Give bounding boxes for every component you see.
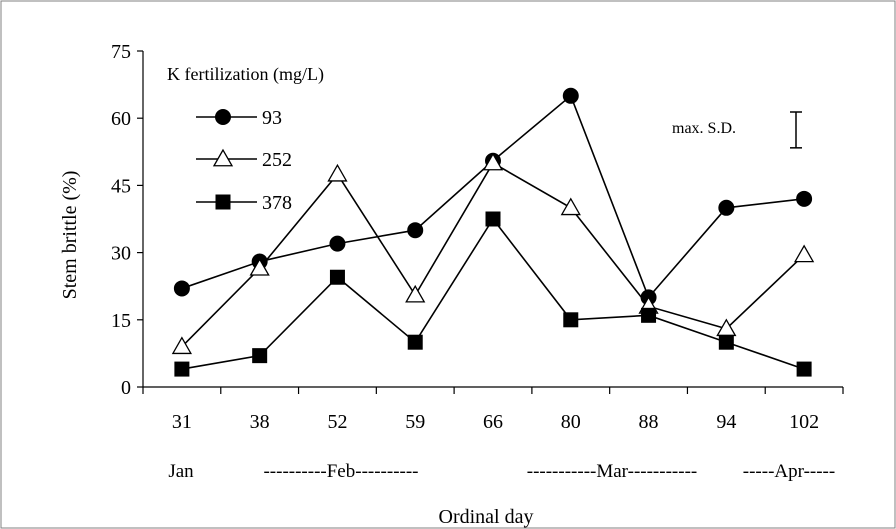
legend-item-background — [192, 103, 297, 129]
x-tick-label: 59 — [405, 411, 425, 433]
legend-marker — [215, 194, 231, 210]
month-label: Jan — [168, 461, 194, 482]
data-point-378 — [485, 211, 501, 227]
y-tick-label: 75 — [111, 41, 131, 63]
x-tick-label: 102 — [789, 411, 819, 433]
legend-marker — [212, 148, 234, 167]
legend-item-93: 93 — [192, 103, 297, 129]
y-tick-label: 15 — [111, 310, 131, 332]
legend-label: 378 — [262, 192, 292, 214]
data-point-93 — [796, 190, 813, 207]
data-point-378 — [329, 269, 345, 285]
y-tick-label: 45 — [111, 175, 131, 197]
data-point-93 — [562, 87, 579, 104]
month-labels: Jan ----------Feb---------- -----------Mar… — [168, 461, 835, 482]
data-point-252 — [793, 244, 815, 263]
y-tick-label: 0 — [121, 377, 131, 399]
y-tick-label: 60 — [111, 108, 131, 130]
y-axis-title: Stem brittle (%) — [59, 171, 81, 300]
legend-label: 93 — [262, 107, 282, 129]
data-point-378 — [718, 334, 734, 350]
legend-item-378: 378 — [192, 188, 297, 214]
legend-marker — [215, 109, 231, 125]
data-point-378 — [641, 307, 657, 323]
data-point-378 — [252, 348, 268, 364]
x-axis-title: Ordinal day — [439, 506, 534, 528]
data-point-378 — [563, 312, 579, 328]
data-point-93 — [329, 235, 346, 252]
legend: K fertilization (mg/L) 93 252 378 — [167, 64, 324, 214]
axes: 0 15 30 45 60 75 31 38 52 59 66 80 88 94 102 — [111, 41, 844, 433]
x-tick-label: 80 — [561, 411, 581, 433]
legend-item-252: 252 — [192, 145, 297, 171]
legend-item-background — [192, 145, 297, 171]
data-point-252 — [249, 257, 270, 276]
data-point-252 — [405, 284, 426, 303]
series-252 — [171, 152, 815, 355]
legend-title: K fertilization (mg/L) — [167, 64, 324, 85]
data-point-378 — [174, 361, 190, 377]
x-tick-label: 52 — [327, 411, 347, 433]
legend-item-background — [192, 188, 297, 214]
x-tick-label: 66 — [483, 411, 503, 433]
max-sd-label: max. S.D. — [672, 120, 736, 137]
month-label: -----------Mar----------- — [527, 461, 697, 482]
data-point-93 — [173, 280, 190, 297]
data-point-93 — [718, 199, 735, 216]
series-lines — [171, 87, 815, 377]
month-label: ----------Feb---------- — [263, 461, 418, 482]
data-point-378 — [796, 361, 812, 377]
data-point-252 — [171, 336, 193, 355]
data-point-252 — [560, 197, 581, 216]
legend-label: 252 — [262, 149, 292, 171]
series-93 — [173, 87, 813, 306]
data-point-378 — [407, 334, 423, 350]
month-label: -----Apr----- — [743, 461, 835, 482]
series-378 — [174, 211, 812, 377]
x-tick-label: 94 — [716, 411, 736, 433]
data-point-93 — [407, 222, 424, 239]
x-tick-label: 31 — [172, 411, 192, 433]
data-point-252 — [327, 163, 348, 182]
data-point-252 — [482, 152, 504, 171]
max-sd-annotation: max. S.D. — [672, 111, 802, 149]
y-tick-label: 30 — [111, 243, 131, 265]
x-tick-label: 88 — [639, 411, 659, 433]
x-tick-label: 38 — [250, 411, 270, 433]
